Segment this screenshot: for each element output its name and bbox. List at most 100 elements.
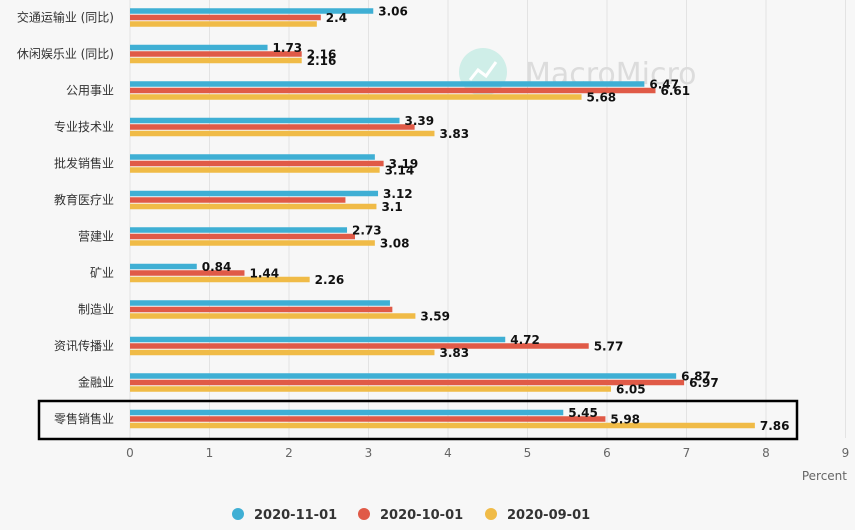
bar[interactable] [130, 336, 506, 343]
bar[interactable] [130, 117, 400, 124]
data-label: 6.47 [649, 78, 679, 92]
data-label: 3.83 [439, 346, 469, 360]
category-label: 休闲娱乐业 (同比) [17, 47, 114, 61]
data-label: 3.59 [420, 310, 450, 324]
bar[interactable] [130, 373, 677, 379]
bar[interactable] [130, 270, 245, 276]
bar[interactable] [130, 227, 348, 233]
data-label: 2.16 [307, 48, 337, 62]
bar[interactable] [130, 21, 317, 27]
bar[interactable] [130, 81, 645, 87]
bar[interactable] [130, 263, 197, 270]
data-label: 3.14 [385, 164, 415, 178]
bar[interactable] [130, 154, 375, 160]
bar[interactable] [130, 379, 685, 386]
bar[interactable] [130, 190, 379, 197]
category-label: 公用事业 [66, 84, 114, 98]
data-label: 3.83 [439, 127, 469, 141]
data-label: 1.73 [273, 41, 303, 55]
category-label: 专业技术业 [54, 119, 114, 134]
data-label: 3.19 [389, 157, 419, 171]
legend-marker[interactable] [232, 508, 244, 520]
legend-marker[interactable] [485, 508, 497, 520]
bar[interactable] [130, 51, 302, 57]
category-label: 交通运输业 (同比) [17, 10, 114, 25]
bar[interactable] [130, 124, 415, 130]
bar[interactable] [130, 386, 611, 392]
data-label: 2.4 [326, 11, 347, 25]
legend[interactable]: 2020-11-01 2020-10-01 2020-09-01 [232, 508, 590, 523]
bar[interactable] [130, 276, 310, 283]
bar[interactable] [130, 233, 355, 240]
bar[interactable] [130, 167, 380, 173]
category-label: 批发销售业 [54, 156, 114, 171]
data-label: 3.1 [381, 200, 402, 214]
data-label: 3.08 [380, 237, 410, 251]
legend-label[interactable]: 2020-11-01 [254, 508, 337, 523]
bar[interactable] [130, 57, 302, 64]
bar[interactable] [130, 8, 374, 14]
data-label: 2.26 [315, 273, 345, 287]
bar[interactable] [130, 422, 755, 429]
data-label: 1.44 [249, 267, 279, 281]
legend-marker[interactable] [358, 508, 370, 520]
bar[interactable] [130, 300, 390, 306]
category-label: 零售销售业 [54, 411, 114, 426]
bar[interactable] [130, 343, 589, 349]
data-label: 3.06 [378, 5, 408, 19]
data-labels: 3.06 2.4 1.73 2.162.16 6.476.61 5.68 3.39 3.83 3… [202, 5, 790, 434]
category-labels: 交通运输业 (同比) 休闲娱乐业 (同比) 公用事业专业技术业批发销售业教育医疗业营… [17, 10, 114, 427]
x-tick-label: 3 [365, 446, 373, 460]
grid-lines [129, 0, 846, 438]
bar[interactable] [130, 313, 416, 319]
data-label: 5.68 [587, 91, 617, 105]
data-label: 5.45 [568, 406, 598, 420]
bar[interactable] [130, 160, 384, 167]
data-label: 6.87 [681, 370, 711, 384]
bars [130, 8, 755, 429]
highlight-box [37, 399, 799, 441]
x-tick-label: 4 [444, 446, 452, 460]
x-tick-label: 7 [683, 446, 691, 460]
bar[interactable] [130, 44, 268, 51]
x-tick-label: 2 [285, 446, 293, 460]
x-tick-label: 8 [762, 446, 770, 460]
legend-label[interactable]: 2020-10-01 [380, 508, 463, 523]
x-tick-label: 0 [126, 446, 134, 460]
legend-label[interactable]: 2020-09-01 [507, 508, 590, 523]
category-label: 金融业 [78, 375, 114, 390]
watermark-chart-icon [468, 61, 498, 81]
category-label: 营建业 [78, 230, 114, 244]
data-label: 6.61 [660, 84, 690, 98]
bar[interactable] [130, 416, 606, 422]
category-label: 矿业 [90, 266, 114, 280]
data-label: 4.72 [510, 333, 540, 347]
bar[interactable] [130, 349, 435, 356]
bar[interactable] [130, 14, 321, 21]
data-label: 3.12 [383, 187, 413, 201]
category-label: 教育医疗业 [54, 192, 114, 207]
data-label: 3.39 [405, 114, 435, 128]
data-label: 2.16 [307, 54, 337, 68]
bar[interactable] [130, 197, 346, 203]
data-label: 7.86 [760, 419, 790, 433]
category-label: 资讯传播业 [54, 338, 114, 353]
category-label: 制造业 [78, 303, 114, 317]
bar[interactable] [130, 409, 564, 416]
x-tick-label: 5 [524, 446, 532, 460]
bar[interactable] [130, 130, 435, 137]
bar[interactable] [130, 87, 656, 94]
x-axis-unit-label: Percent [802, 469, 847, 483]
data-label: 0.84 [202, 260, 232, 274]
bar[interactable] [130, 203, 377, 210]
bar[interactable] [130, 240, 375, 246]
bar[interactable] [130, 94, 582, 100]
data-label: 6.97 [689, 376, 719, 390]
data-label: 5.98 [610, 413, 640, 427]
bar[interactable] [130, 306, 393, 313]
x-tick-label: 6 [603, 446, 611, 460]
data-label: 5.77 [594, 340, 624, 354]
data-label: 6.05 [616, 383, 646, 397]
x-tick-label: 9 [842, 446, 850, 460]
